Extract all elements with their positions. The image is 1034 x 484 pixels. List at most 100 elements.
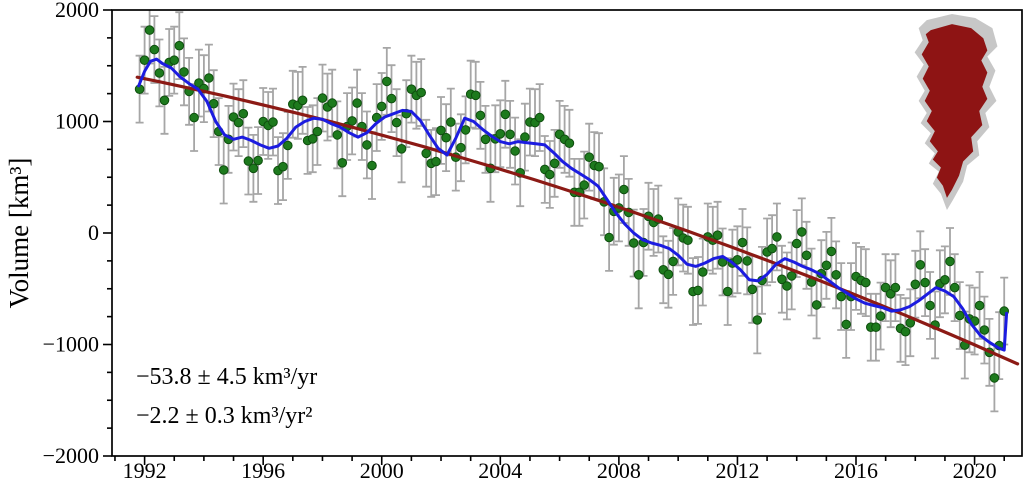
- data-point: [248, 163, 259, 174]
- greenland-ice-extent: [921, 24, 988, 198]
- data-point: [406, 84, 417, 94]
- y-tick-label: 2000: [55, 0, 99, 22]
- data-point: [297, 95, 308, 106]
- data-point: [268, 117, 278, 127]
- error-bars: [135, 10, 1009, 413]
- data-point: [376, 101, 387, 112]
- data-point: [233, 117, 244, 128]
- data-point: [797, 227, 807, 237]
- data-point: [915, 260, 926, 270]
- data-point: [480, 134, 491, 145]
- data-point: [979, 325, 990, 335]
- data-point: [579, 180, 590, 190]
- scatter-points: [134, 25, 1010, 383]
- data-point: [698, 267, 708, 277]
- data-point: [836, 291, 847, 302]
- data-point: [312, 126, 323, 137]
- data-point: [367, 160, 377, 171]
- axis-ticks: [103, 9, 1006, 465]
- data-point: [154, 68, 165, 78]
- data-point: [382, 76, 392, 87]
- data-point: [243, 156, 254, 166]
- data-point: [875, 311, 886, 321]
- data-point: [218, 165, 229, 175]
- data-point: [683, 235, 693, 245]
- data-point: [767, 243, 777, 254]
- data-point: [564, 138, 575, 148]
- x-tick-label: 2000: [360, 458, 404, 483]
- data-point: [510, 146, 520, 156]
- trend-rate-label: −53.8 ± 4.5 km³/yr: [136, 364, 318, 390]
- data-point: [327, 98, 338, 108]
- data-point: [278, 161, 288, 172]
- data-point: [534, 112, 545, 123]
- x-tick-label: 2020: [953, 458, 997, 483]
- data-point: [431, 156, 441, 167]
- data-point: [436, 125, 446, 136]
- data-point: [386, 93, 397, 104]
- data-point: [777, 274, 787, 285]
- data-point: [752, 315, 763, 325]
- greenland-inset-map: [914, 14, 998, 210]
- data-point: [396, 144, 407, 154]
- data-point: [179, 67, 189, 77]
- data-point: [495, 129, 506, 139]
- data-point: [920, 277, 930, 288]
- data-point: [337, 158, 348, 168]
- data-point: [955, 310, 965, 321]
- y-axis-title: Volume [km³]: [4, 157, 34, 309]
- data-point: [441, 132, 451, 143]
- data-point: [520, 132, 530, 142]
- data-point: [446, 117, 456, 127]
- data-point: [940, 275, 950, 285]
- data-point: [204, 73, 214, 83]
- data-point: [169, 55, 179, 66]
- data-point: [505, 129, 515, 140]
- data-point: [253, 155, 263, 166]
- data-point: [925, 300, 935, 311]
- data-point: [144, 25, 155, 35]
- x-tick-label: 2004: [478, 458, 522, 483]
- data-point: [633, 270, 644, 280]
- data-point: [584, 152, 595, 162]
- x-tick-label: 2016: [834, 458, 878, 483]
- data-point: [668, 256, 678, 267]
- data-point: [456, 142, 466, 153]
- data-point: [663, 269, 674, 280]
- trend-accel-label: −2.2 ± 0.3 km³/yr²: [136, 403, 313, 429]
- data-point: [619, 184, 629, 195]
- data-point: [594, 161, 604, 172]
- data-point: [545, 169, 555, 180]
- data-point: [189, 112, 199, 123]
- data-point: [283, 140, 293, 151]
- y-tick-label: 1000: [55, 109, 99, 134]
- data-point: [332, 130, 343, 140]
- data-point: [791, 238, 802, 249]
- data-point: [362, 140, 372, 150]
- data-point: [416, 87, 427, 98]
- data-point: [460, 125, 471, 135]
- data-point: [871, 322, 881, 333]
- data-point: [693, 285, 703, 296]
- data-point: [722, 286, 733, 297]
- data-point: [772, 232, 782, 242]
- data-point: [821, 260, 832, 271]
- data-point: [712, 230, 723, 240]
- data-point: [786, 271, 797, 281]
- data-point: [782, 281, 792, 291]
- data-point: [628, 238, 639, 248]
- smoothed-line: [137, 57, 1009, 352]
- axis-tick-labels: 1992 1996 2000 2004 2008 2012 2016 2020 −2000 −10…: [43, 0, 997, 483]
- data-point: [549, 158, 560, 169]
- data-point: [910, 279, 921, 290]
- data-point: [732, 254, 743, 265]
- data-point: [475, 110, 486, 121]
- data-point: [347, 116, 357, 126]
- x-tick-label: 2012: [715, 458, 759, 483]
- data-point: [801, 250, 812, 261]
- data-point: [890, 282, 901, 293]
- data-point: [949, 282, 960, 293]
- data-point: [307, 134, 318, 144]
- y-tick-label: −2000: [43, 443, 99, 468]
- data-point: [831, 270, 841, 280]
